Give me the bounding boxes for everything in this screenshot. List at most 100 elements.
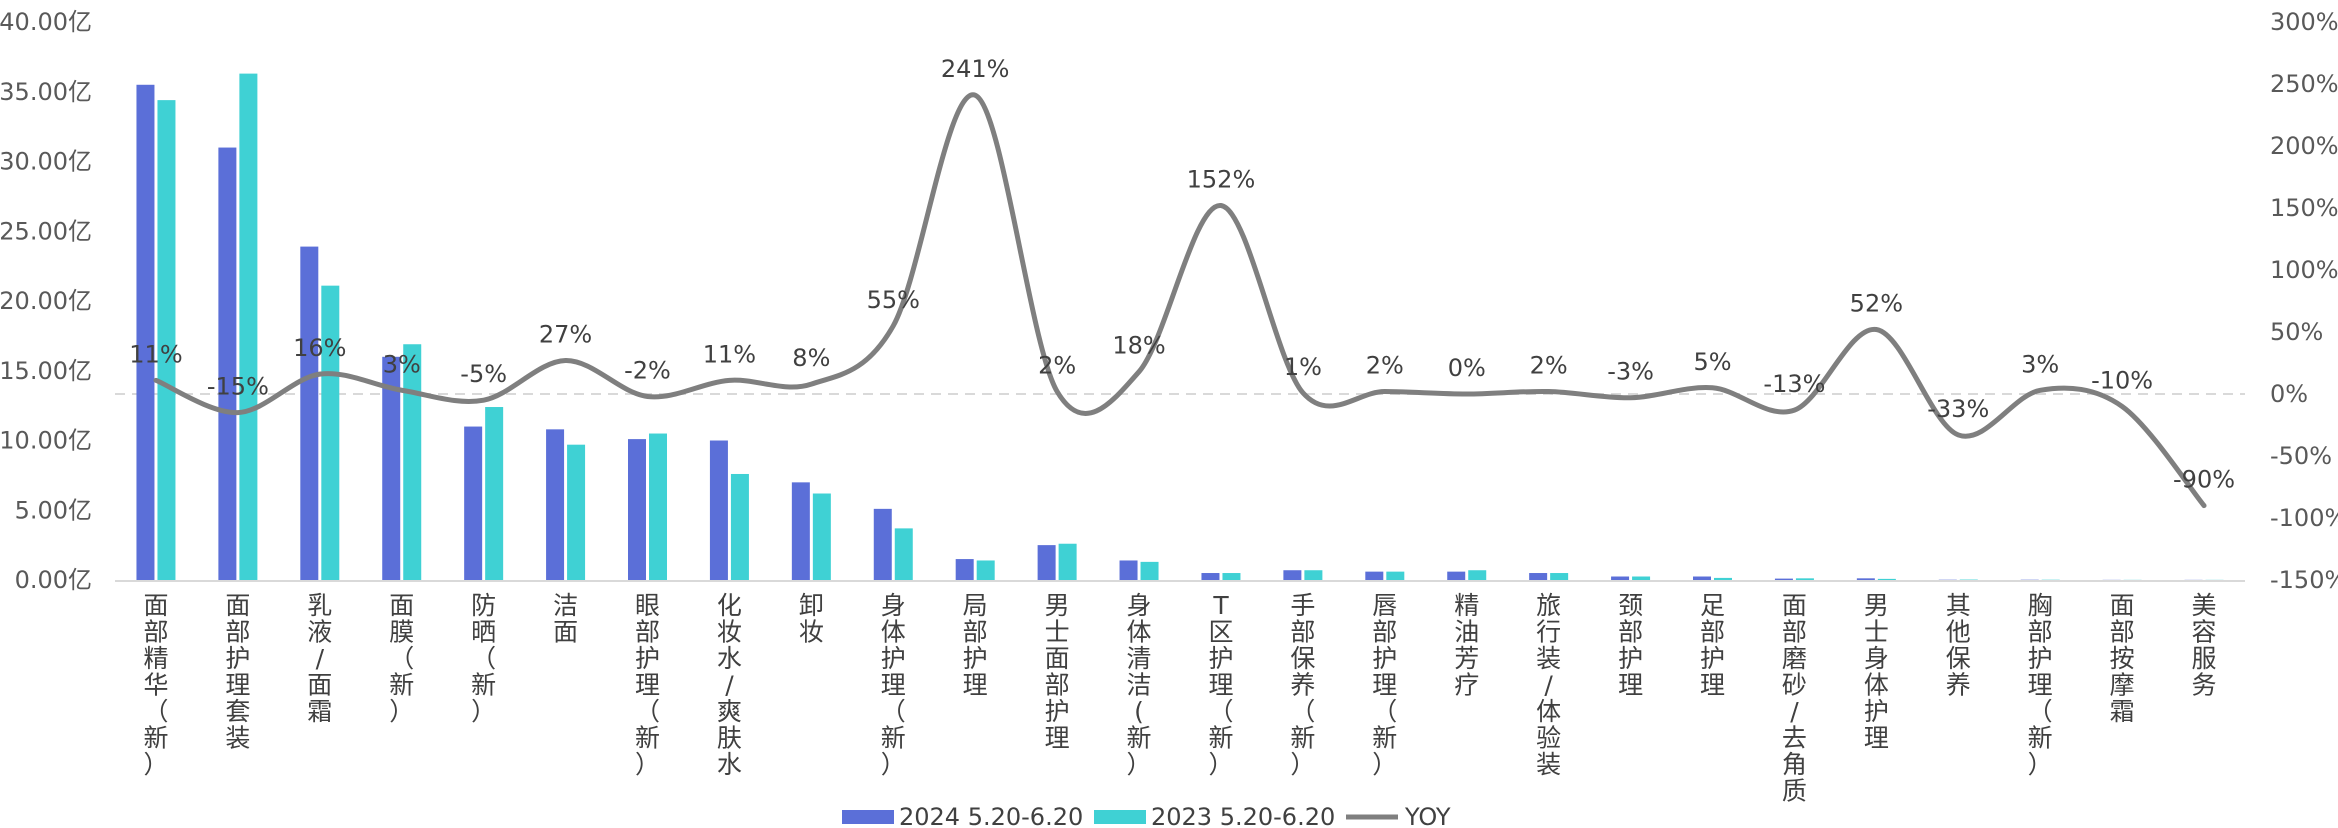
bar-2024 (1283, 570, 1302, 580)
category-label: 男士身体护理 (1864, 591, 1889, 753)
bar-2023 (1386, 571, 1405, 580)
left-axis-tick-label: 10.00亿 (0, 427, 92, 455)
bar-2024 (873, 508, 892, 580)
category-label: 胸部护理（新） (2028, 591, 2053, 779)
right-axis-tick-label: -150% (2270, 566, 2338, 594)
legend-label-2023: 2023 5.20-6.20 (1151, 803, 1335, 828)
category-label: 洁面 (553, 591, 578, 647)
yoy-data-label: 2% (1038, 352, 1076, 380)
bar-2023 (1222, 573, 1241, 580)
left-axis-tick-label: 0.00亿 (15, 566, 92, 594)
bar-2024 (218, 147, 237, 581)
bar-2023 (1058, 543, 1077, 580)
category-label: 面部护理套装 (225, 591, 250, 753)
yoy-data-label: -90% (2173, 466, 2235, 494)
right-axis-tick-label: 100% (2270, 256, 2338, 284)
yoy-data-label: -2% (624, 356, 671, 384)
legend-label-yoy: YOY (1404, 803, 1451, 828)
yoy-data-label: 3% (383, 350, 421, 378)
category-label: 乳液/面霜 (307, 591, 332, 726)
bar-2024 (1119, 560, 1138, 580)
bar-2023 (1140, 561, 1159, 580)
yoy-data-label: 18% (1112, 332, 1165, 360)
yoy-data-label: 3% (2021, 350, 2059, 378)
yoy-data-label: -5% (460, 360, 507, 388)
bar-2023 (485, 407, 504, 580)
left-axis-tick-label: 15.00亿 (0, 357, 92, 385)
yoy-data-label: 52% (1850, 290, 1903, 318)
right-axis-tick-label: -100% (2270, 504, 2338, 532)
yoy-data-label: -15% (207, 373, 269, 401)
bar-2024 (628, 439, 646, 580)
bar-2023 (403, 344, 422, 580)
bar-2023 (1795, 578, 1814, 580)
category-label: 美容服务 (2192, 591, 2217, 700)
bar-2023 (1632, 576, 1651, 580)
category-label: 面部按摩霜 (2110, 591, 2135, 726)
right-axis-tick-label: 50% (2270, 318, 2323, 346)
yoy-data-label: 152% (1187, 166, 1256, 194)
category-label: 足部护理 (1700, 591, 1725, 700)
bar-2024 (791, 482, 810, 580)
bar-2024 (1856, 578, 1875, 580)
yoy-data-label: 241% (941, 55, 1010, 83)
bar-2024 (1611, 576, 1630, 580)
bar-2023 (1304, 570, 1323, 580)
yoy-line (153, 92, 2207, 509)
legend-swatch-2023 (1094, 810, 1146, 824)
category-label: 身体清洁(新） (1127, 591, 1152, 779)
right-axis-tick-label: 150% (2270, 194, 2338, 222)
category-label: 精油芳疗 (1454, 591, 1479, 700)
yoy-data-label: 27% (539, 321, 592, 349)
bar-2024 (955, 559, 974, 580)
bar-2023 (1877, 578, 1896, 580)
yoy-data-label: -10% (2091, 366, 2153, 394)
category-label: 男士面部护理 (1045, 591, 1070, 753)
yoy-data-label: -13% (1763, 370, 1825, 398)
category-label: 眼部护理（新） (635, 591, 660, 779)
bar-2024 (1774, 578, 1793, 580)
bar-2023 (1550, 573, 1569, 580)
category-label: 唇部护理（新） (1372, 591, 1397, 779)
left-axis-tick-label: 5.00亿 (15, 496, 92, 524)
yoy-data-label: -3% (1607, 358, 1654, 386)
legend-label-2024: 2024 5.20-6.20 (899, 803, 1083, 828)
right-axis-tick-label: 0% (2270, 380, 2308, 408)
bar-2024 (1529, 573, 1548, 580)
yoy-data-label: 16% (293, 334, 346, 362)
right-axis-tick-label: -50% (2270, 442, 2332, 470)
bar-2023 (976, 560, 995, 580)
bar-2024 (300, 246, 319, 580)
yoy-data-label: 11% (703, 340, 756, 368)
bar-2024 (1201, 573, 1220, 580)
right-axis-tick-label: 200% (2270, 132, 2338, 160)
bar-2024 (1447, 571, 1466, 580)
legend-swatch-2024 (842, 810, 894, 824)
bar-2024 (136, 84, 155, 581)
bar-2023 (1468, 570, 1487, 580)
category-label: 防晒（新） (471, 591, 496, 726)
yoy-data-label: -33% (1927, 395, 1989, 423)
bar-2023 (1714, 577, 1732, 580)
category-label: T 区护理（新） (1208, 591, 1233, 779)
yoy-data-label: 2% (1366, 352, 1404, 380)
category-label: 旅行装/体验装 (1536, 591, 1561, 779)
bar-2023 (567, 444, 586, 580)
category-label: 手部保养（新） (1290, 591, 1315, 779)
category-label: 面部精华（新） (143, 591, 168, 779)
bar-2023 (239, 73, 258, 581)
left-axis-tick-label: 40.00亿 (0, 8, 92, 36)
bar-2024 (546, 429, 565, 580)
yoy-data-label: 0% (1448, 354, 1486, 382)
yoy-data-label: 55% (867, 286, 920, 314)
category-label: 化妆水/爽肤水 (717, 591, 742, 779)
category-label: 面膜（新） (389, 591, 414, 726)
category-label: 卸妆 (799, 591, 824, 647)
yoy-data-label: 5% (1693, 348, 1731, 376)
category-label: 颈部护理 (1618, 591, 1643, 700)
category-label: 其他保养 (1946, 591, 1971, 700)
yoy-data-label: 8% (792, 344, 830, 372)
left-axis-tick-label: 20.00亿 (0, 287, 92, 315)
bar-2023 (894, 528, 913, 580)
